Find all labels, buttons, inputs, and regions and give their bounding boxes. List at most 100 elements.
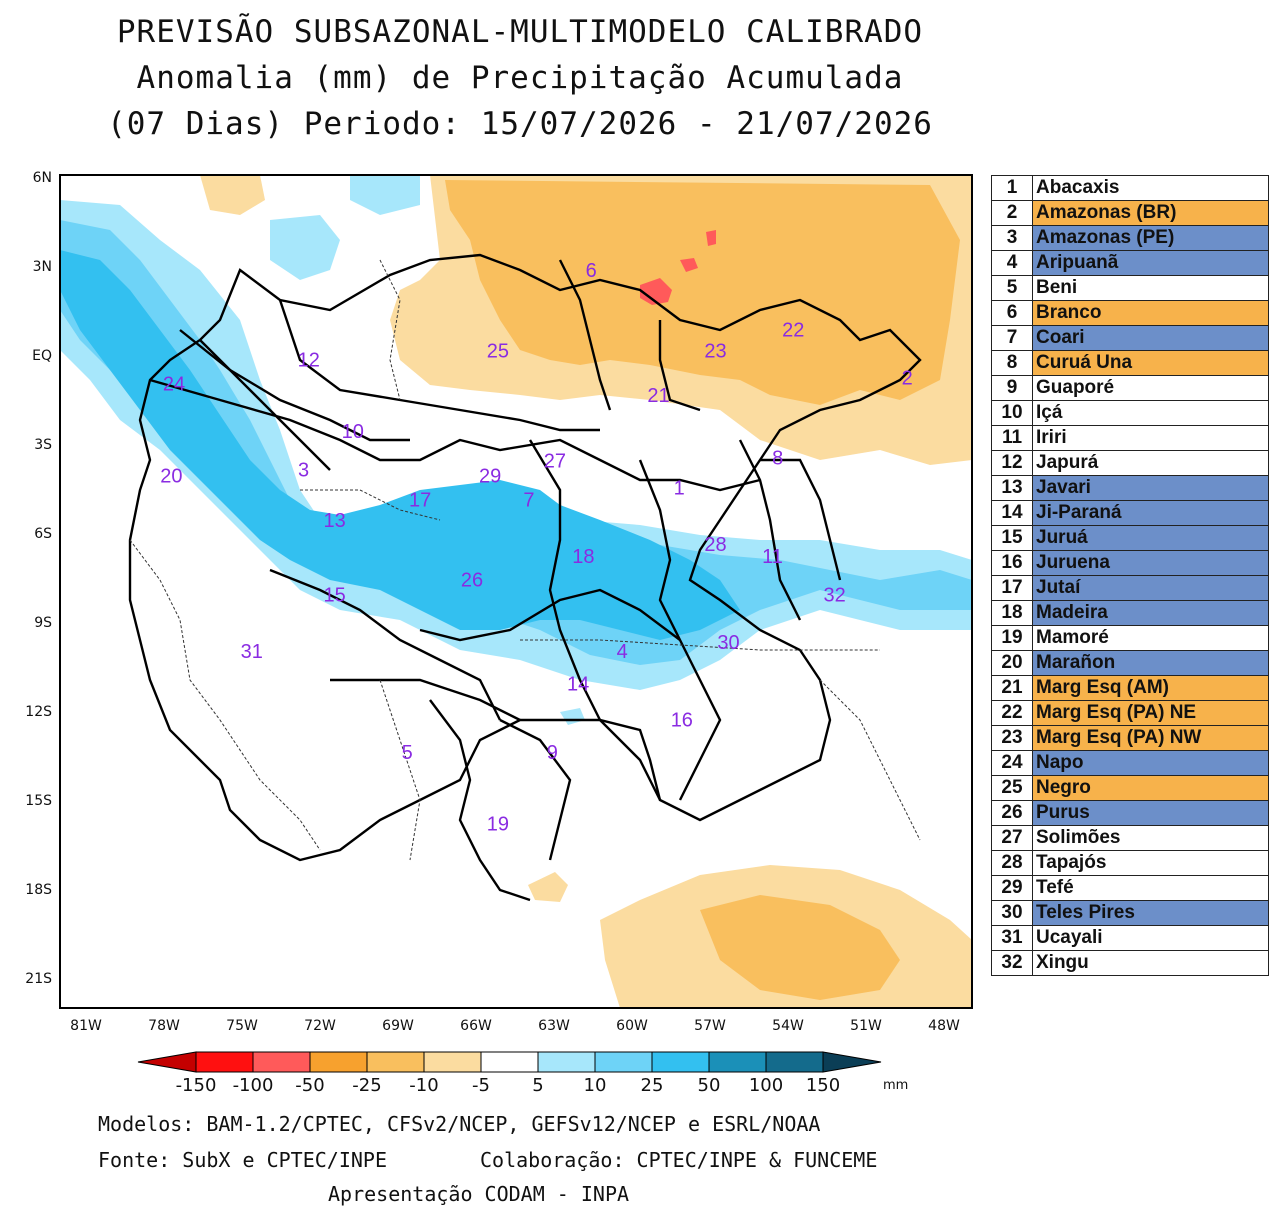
legend-basin-name: Jutaí (1032, 575, 1269, 601)
colorbar: -150 -100 -50 -25 -10 -5 5 10 25 50 100 150 mm (137, 1051, 908, 1096)
basin-label: 8 (772, 448, 783, 470)
lat-tick-label: 18S (25, 882, 52, 898)
lon-tick-label: 54W (772, 1018, 804, 1034)
legend-row: 22 Marg Esq (PA) NE (991, 700, 1269, 726)
lon-tick-label: 57W (694, 1018, 726, 1034)
lon-tick-label: 63W (538, 1018, 570, 1034)
colorbar-swatch (537, 1051, 596, 1073)
colorbar-swatch (195, 1051, 254, 1073)
legend-basin-name: Marg Esq (AM) (1032, 675, 1269, 701)
legend-number: 23 (991, 725, 1033, 751)
lon-tick-label: 60W (616, 1018, 648, 1034)
basin-label: 11 (762, 546, 783, 568)
legend-row: 27 Solimões (991, 825, 1269, 851)
lat-axis: 6N 3N EQ 3S 6S 9S 12S 15S 18S 21S (25, 170, 52, 987)
legend-basin-name: Teles Pires (1032, 900, 1269, 926)
colorbar-swatch (366, 1051, 425, 1073)
colorbar-tick-label: 25 (641, 1075, 664, 1096)
title-line-3: (07 Dias) Periodo: 15/07/2026 - 21/07/20… (107, 106, 933, 142)
legend-row: 6 Branco (991, 300, 1269, 326)
legend-number: 8 (991, 350, 1033, 376)
collaboration-credit: Colaboração: CPTEC/INPE & FUNCEME (480, 1148, 878, 1172)
anomaly-blue-north-patch (350, 175, 420, 215)
legend-basin-name: Negro (1032, 775, 1269, 801)
legend-row: 15 Juruá (991, 525, 1269, 551)
colorbar-tick-label: 10 (584, 1075, 607, 1096)
legend-body: 1 Abacaxis 2 Amazonas (BR) 3 Amazonas (PE) 4 Ar… (991, 175, 1269, 976)
colorbar-tick-label: -5 (472, 1075, 490, 1096)
legend-number: 6 (991, 300, 1033, 326)
basin-boundaries (128, 253, 922, 902)
colorbar-tick-label: -150 (176, 1075, 217, 1096)
legend-number: 1 (991, 175, 1033, 201)
lat-tick-label: 6N (33, 170, 52, 186)
basin-label: 5 (402, 742, 413, 764)
colorbar-swatch (252, 1051, 311, 1073)
legend-row: 3 Amazonas (PE) (991, 225, 1269, 251)
legend-row: 13 Javari (991, 475, 1269, 501)
legend-basin-name: Coari (1032, 325, 1269, 351)
colorbar-tick-label: 100 (749, 1075, 783, 1096)
colorbar-tick-label: -10 (409, 1075, 438, 1096)
legend-basin-name: Aripuanã (1032, 250, 1269, 276)
legend-number: 7 (991, 325, 1033, 351)
basin-label: 3 (298, 460, 309, 482)
basin-label: 24 (163, 373, 185, 395)
legend-basin-name: Curuá Una (1032, 350, 1269, 376)
legend-basin-name: Ucayali (1032, 925, 1269, 951)
legend-basin-name: Juruá (1032, 525, 1269, 551)
legend-number: 20 (991, 650, 1033, 676)
legend-row: 29 Tefé (991, 875, 1269, 901)
legend-number: 32 (991, 950, 1033, 976)
lat-tick-label: 12S (25, 704, 52, 720)
legend-number: 9 (991, 375, 1033, 401)
colorbar-swatch (480, 1051, 539, 1073)
legend-basin-name: Purus (1032, 800, 1269, 826)
legend-number: 16 (991, 550, 1033, 576)
legend-basin-name: Xingu (1032, 950, 1269, 976)
basin-label: 10 (342, 421, 364, 443)
legend-row: 10 Içá (991, 400, 1269, 426)
basin-label: 2 (902, 367, 913, 389)
anomaly-orange-northwest (200, 175, 265, 215)
basin-label: 27 (544, 451, 566, 473)
legend-basin-name: Japurá (1032, 450, 1269, 476)
map-frame (59, 174, 973, 1009)
colorbar-swatch (423, 1051, 482, 1073)
anomaly-orange-north-core (445, 180, 960, 405)
lon-tick-label: 48W (928, 1018, 960, 1034)
basin-label: 32 (824, 584, 846, 606)
basin-label: 13 (324, 510, 346, 532)
legend-basin-name: Tapajós (1032, 850, 1269, 876)
legend-basin-name: Amazonas (BR) (1032, 200, 1269, 226)
legend-row: 7 Coari (991, 325, 1269, 351)
colorbar-high-arrow (822, 1051, 882, 1073)
basin-label: 12 (298, 349, 320, 371)
title-line-1: PREVISÃO SUBSAZONAL-MULTIMODELO CALIBRAD… (116, 14, 924, 50)
legend-number: 31 (991, 925, 1033, 951)
legend-number: 28 (991, 850, 1033, 876)
legend-number: 3 (991, 225, 1033, 251)
legend-basin-name: Guaporé (1032, 375, 1269, 401)
legend-number: 29 (991, 875, 1033, 901)
basin-legend-table: 1 Abacaxis 2 Amazonas (BR) 3 Amazonas (PE) 4 Ar… (991, 175, 1269, 976)
precipitation-anomaly-map: 1234567891011121314151617181920212223242… (25, 170, 973, 1034)
basin-label: 26 (461, 570, 483, 592)
colorbar-low-arrow (137, 1051, 197, 1073)
basin-label: 25 (487, 341, 509, 363)
legend-basin-name: Amazonas (PE) (1032, 225, 1269, 251)
lat-tick-label: 3S (34, 437, 52, 453)
legend-number: 26 (991, 800, 1033, 826)
lat-tick-label: 15S (25, 793, 52, 809)
colorbar-tick-label: -25 (352, 1075, 381, 1096)
colorbar-swatch (651, 1051, 710, 1073)
basin-label: 21 (647, 385, 669, 407)
lon-axis: 81W 78W 75W 72W 69W 66W 63W 60W 57W 54W … (70, 1018, 960, 1034)
colorbar-swatch (708, 1051, 767, 1073)
anomaly-red-core (640, 278, 672, 305)
legend-basin-name: Abacaxis (1032, 175, 1269, 201)
legend-row: 19 Mamoré (991, 625, 1269, 651)
country-borders (129, 259, 921, 861)
basin-label: 9 (547, 742, 558, 764)
legend-row: 24 Napo (991, 750, 1269, 776)
